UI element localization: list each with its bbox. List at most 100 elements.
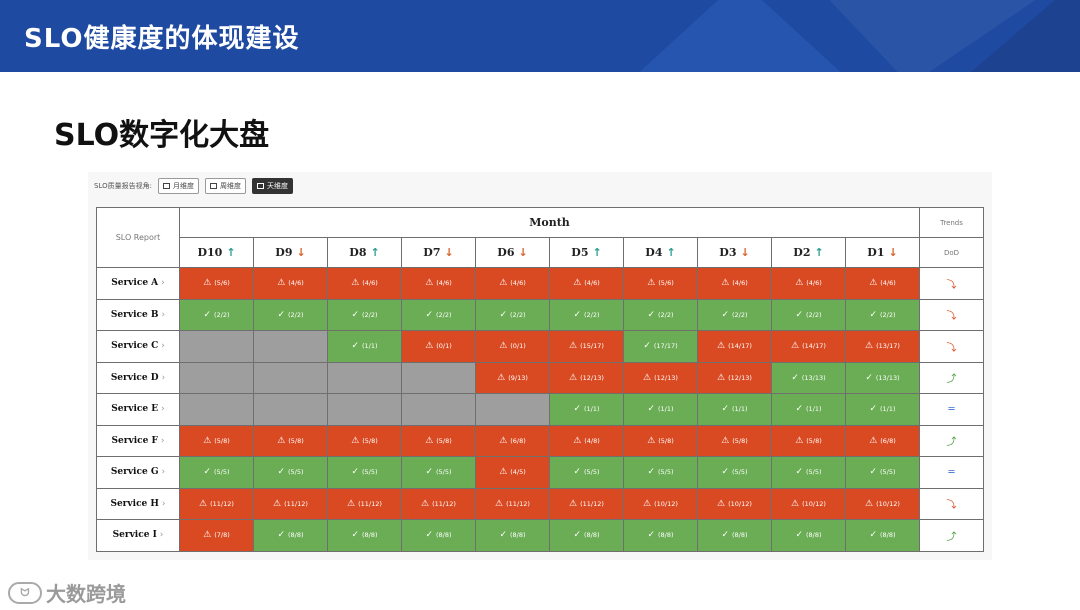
service-link[interactable]: Service B › (96, 298, 180, 331)
status-cell[interactable]: ✓ (1/1) (327, 330, 402, 363)
status-cell[interactable]: ✓ (1/1) (771, 393, 846, 426)
status-cell[interactable]: ⚠ (11/12) (179, 487, 254, 520)
status-cell[interactable]: ✓ (5/5) (401, 456, 476, 489)
service-link[interactable]: Service F › (96, 424, 180, 457)
status-cell[interactable]: ⚠ (11/12) (549, 487, 624, 520)
status-cell[interactable]: ⚠ (9/13) (475, 361, 550, 394)
status-cell[interactable]: ✓ (1/1) (697, 393, 772, 426)
status-cell[interactable]: ✓ (5/5) (327, 456, 402, 489)
status-cell[interactable] (253, 361, 328, 394)
status-cell[interactable]: ✓ (2/2) (401, 298, 476, 331)
service-link[interactable]: Service C › (96, 330, 180, 363)
status-cell[interactable]: ✓ (5/5) (697, 456, 772, 489)
status-cell[interactable]: ✓ (5/5) (549, 456, 624, 489)
status-cell[interactable] (179, 330, 254, 363)
status-cell[interactable] (179, 361, 254, 394)
status-cell[interactable] (401, 361, 476, 394)
service-link[interactable]: Service G › (96, 456, 180, 489)
status-cell[interactable] (253, 330, 328, 363)
status-cell[interactable]: ✓ (8/8) (623, 519, 698, 552)
status-cell[interactable]: ⚠ (10/12) (697, 487, 772, 520)
status-cell[interactable]: ✓ (1/1) (549, 393, 624, 426)
service-link[interactable]: Service A › (96, 267, 180, 300)
status-cell[interactable]: ⚠ (5/6) (623, 267, 698, 300)
status-cell[interactable]: ⚠ (15/17) (549, 330, 624, 363)
status-cell[interactable]: ⚠ (10/12) (771, 487, 846, 520)
status-cell[interactable]: ⚠ (14/17) (697, 330, 772, 363)
status-cell[interactable]: ✓ (8/8) (845, 519, 920, 552)
trend-up-icon[interactable]: ⤴ (919, 424, 984, 457)
status-cell[interactable] (253, 393, 328, 426)
status-cell[interactable]: ✓ (2/2) (623, 298, 698, 331)
status-cell[interactable] (401, 393, 476, 426)
trend-up-icon[interactable]: ⤴ (919, 519, 984, 552)
status-cell[interactable]: ✓ (8/8) (771, 519, 846, 552)
status-cell[interactable]: ✓ (8/8) (475, 519, 550, 552)
status-cell[interactable]: ⚠ (11/12) (327, 487, 402, 520)
status-cell[interactable]: ⚠ (4/6) (845, 267, 920, 300)
status-cell[interactable]: ⚠ (5/8) (253, 424, 328, 457)
status-cell[interactable]: ✓ (5/5) (771, 456, 846, 489)
status-cell[interactable]: ⚠ (12/13) (697, 361, 772, 394)
status-cell[interactable]: ✓ (5/5) (845, 456, 920, 489)
status-cell[interactable] (475, 393, 550, 426)
status-cell[interactable]: ✓ (17/17) (623, 330, 698, 363)
status-cell[interactable]: ✓ (2/2) (771, 298, 846, 331)
status-cell[interactable]: ✓ (13/13) (845, 361, 920, 394)
status-cell[interactable]: ⚠ (11/12) (475, 487, 550, 520)
status-cell[interactable]: ⚠ (4/8) (549, 424, 624, 457)
status-cell[interactable]: ✓ (5/5) (253, 456, 328, 489)
status-cell[interactable]: ⚠ (4/6) (401, 267, 476, 300)
status-cell[interactable]: ⚠ (6/8) (845, 424, 920, 457)
month-view-button[interactable]: 月维度 (157, 178, 199, 194)
status-cell[interactable]: ⚠ (4/5) (475, 456, 550, 489)
status-cell[interactable]: ⚠ (10/12) (845, 487, 920, 520)
week-view-button[interactable]: 周维度 (204, 178, 246, 194)
status-cell[interactable]: ✓ (8/8) (401, 519, 476, 552)
status-cell[interactable]: ⚠ (5/8) (327, 424, 402, 457)
day-view-button[interactable]: 天维度 (251, 178, 293, 194)
status-cell[interactable]: ⚠ (11/12) (401, 487, 476, 520)
status-cell[interactable]: ✓ (5/5) (179, 456, 254, 489)
status-cell[interactable]: ⚠ (5/8) (697, 424, 772, 457)
trend-flat-icon[interactable]: ═ (919, 456, 984, 489)
status-cell[interactable]: ✓ (2/2) (179, 298, 254, 331)
status-cell[interactable]: ⚠ (5/6) (179, 267, 254, 300)
status-cell[interactable]: ✓ (2/2) (475, 298, 550, 331)
status-cell[interactable]: ⚠ (4/6) (253, 267, 328, 300)
status-cell[interactable]: ✓ (1/1) (623, 393, 698, 426)
status-cell[interactable]: ⚠ (14/17) (771, 330, 846, 363)
trend-flat-icon[interactable]: ═ (919, 393, 984, 426)
status-cell[interactable]: ⚠ (10/12) (623, 487, 698, 520)
status-cell[interactable]: ⚠ (4/6) (697, 267, 772, 300)
status-cell[interactable]: ⚠ (5/8) (179, 424, 254, 457)
service-link[interactable]: Service I › (96, 519, 180, 552)
status-cell[interactable]: ✓ (1/1) (845, 393, 920, 426)
status-cell[interactable] (327, 361, 402, 394)
status-cell[interactable]: ⚠ (4/6) (475, 267, 550, 300)
trend-down-icon[interactable]: ⤵ (919, 487, 984, 520)
trend-up-icon[interactable]: ⤴ (919, 361, 984, 394)
status-cell[interactable]: ⚠ (5/8) (401, 424, 476, 457)
status-cell[interactable] (327, 393, 402, 426)
status-cell[interactable]: ⚠ (0/1) (401, 330, 476, 363)
status-cell[interactable]: ✓ (2/2) (253, 298, 328, 331)
service-link[interactable]: Service H › (96, 487, 180, 520)
trend-down-icon[interactable]: ⤵ (919, 298, 984, 331)
status-cell[interactable]: ✓ (13/13) (771, 361, 846, 394)
status-cell[interactable]: ⚠ (4/6) (771, 267, 846, 300)
service-link[interactable]: Service D › (96, 361, 180, 394)
status-cell[interactable]: ⚠ (4/6) (327, 267, 402, 300)
status-cell[interactable]: ⚠ (12/13) (549, 361, 624, 394)
status-cell[interactable]: ⚠ (13/17) (845, 330, 920, 363)
status-cell[interactable]: ✓ (8/8) (549, 519, 624, 552)
status-cell[interactable]: ✓ (2/2) (845, 298, 920, 331)
trend-down-icon[interactable]: ⤵ (919, 267, 984, 300)
status-cell[interactable]: ⚠ (11/12) (253, 487, 328, 520)
status-cell[interactable]: ✓ (2/2) (327, 298, 402, 331)
status-cell[interactable]: ⚠ (6/8) (475, 424, 550, 457)
status-cell[interactable]: ⚠ (0/1) (475, 330, 550, 363)
status-cell[interactable]: ✓ (8/8) (253, 519, 328, 552)
status-cell[interactable]: ✓ (2/2) (549, 298, 624, 331)
trend-down-icon[interactable]: ⤵ (919, 330, 984, 363)
